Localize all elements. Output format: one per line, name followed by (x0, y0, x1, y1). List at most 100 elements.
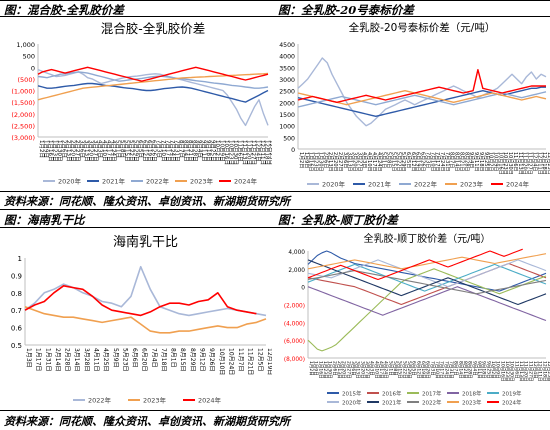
chart-whole-minus-str20: 全乳胶-20号泰标价差（元/吨） 4500 4000 3500 3000 2500 2000… (279, 21, 550, 189)
legend-label: 2023年 (460, 180, 484, 189)
x-tick-label: 6月12日 (415, 361, 421, 379)
x-tick-label: 1月2日 (308, 361, 314, 376)
y-tick-label: 0.5 (11, 342, 22, 350)
x-tick-label: 9月4日 (468, 152, 474, 168)
x-tick-label: 4月3日 (361, 152, 367, 168)
x-tick-label: 1月9日 (313, 361, 319, 376)
x-tick-label: 3月13日 (355, 361, 361, 379)
x-tick-label: 7月17日 (164, 140, 171, 162)
x-tick-label: 4月17日 (378, 361, 384, 379)
legend-item: 2024年 (491, 180, 530, 189)
y-tick-label: 2500 (279, 89, 295, 96)
x-tick-label: 5月9日 (112, 348, 119, 368)
series-line-2023年 (297, 90, 547, 106)
x-tick-label: 2月27日 (74, 140, 81, 162)
x-tick-label: 10月2日 (488, 152, 494, 172)
x-tick-label: 12月25日 (546, 152, 550, 175)
x-tick-label: 2月6日 (322, 152, 328, 168)
legend-label: 2023年 (143, 396, 167, 405)
x-tick-label: 7月18日 (160, 348, 167, 371)
x-tick-label: 6月20日 (141, 348, 148, 371)
x-tick-label: 6月19日 (146, 140, 153, 162)
x-tick-label: 5月29日 (406, 361, 412, 379)
x-tick-label: 1月9日 (303, 152, 309, 168)
legend-item: 2024年 (219, 177, 258, 186)
x-tick-label: 10月16日 (499, 361, 505, 381)
x-tick-label: 5月29日 (133, 140, 140, 162)
x-tick-label: 11月27日 (250, 140, 257, 165)
x-tick-label: 6月12日 (142, 140, 149, 162)
x-tick-label: 10月10日 (218, 348, 225, 375)
x-tick-label: 11月13日 (518, 361, 524, 381)
x-tick-label: 7月17日 (439, 361, 445, 379)
legend-label: 2024年 (198, 396, 222, 405)
x-tick-label: 11月21日 (247, 348, 254, 375)
y-tick-label: 0 (31, 64, 35, 72)
x-tick-label: 12月4日 (532, 361, 538, 379)
x-tick-label: 6月19日 (415, 152, 421, 172)
x-tick-label: 2月27日 (345, 361, 351, 379)
x-tick-label: 5月29日 (400, 152, 406, 172)
legend-label: 2016年 (382, 390, 402, 398)
x-tick-label: 12月4日 (531, 152, 537, 172)
x-tick-label: 3月20日 (359, 361, 365, 379)
legend-label: 2015年 (342, 390, 362, 398)
y-tick-label: 4500 (279, 42, 295, 49)
x-tick-label: 7月3日 (155, 140, 162, 158)
legend-label: 2022年 (422, 399, 442, 407)
x-tick-label: 4月10日 (366, 152, 372, 172)
legend-item: 2024年 (183, 396, 222, 405)
y-tick-label: 1000 (279, 124, 295, 131)
series-line-2023年 (24, 305, 267, 334)
x-tick-label: 12月11日 (259, 140, 266, 165)
legend-item: 2021年 (87, 177, 126, 186)
x-tick-label: 6月26日 (151, 140, 158, 162)
x-tick-label: 9月11日 (476, 361, 482, 379)
panel-heading-3: 图：海南乳干比 (4, 213, 85, 227)
x-tick-label: 12月5日 (256, 348, 263, 371)
legend-item: 2023年 (447, 399, 482, 407)
legend-item: 2019年 (487, 390, 522, 398)
x-tick-label: 1月17日 (35, 348, 42, 371)
y-tick-label: (1,500) (11, 99, 35, 107)
series-line-2017年 (307, 268, 547, 352)
x-tick-label: 4月10日 (101, 140, 108, 162)
x-tick-label: 9月25日 (483, 152, 489, 172)
x-tick-label: 3月28日 (83, 348, 90, 371)
y-tick-label: 4,000 (288, 250, 305, 256)
x-tick-label: 1月30日 (317, 152, 323, 172)
legend-item: 2024年 (487, 399, 522, 407)
legend-label: 2024年 (506, 180, 530, 189)
x-tick-label: 11月27日 (527, 152, 533, 175)
x-tick-label: 11月7日 (237, 348, 244, 371)
x-tick-label: 5月15日 (124, 140, 131, 162)
legend-label: 2021年 (382, 399, 402, 407)
x-tick-label: 4月17日 (371, 152, 377, 172)
legend-label: 2024年 (234, 177, 258, 186)
x-tick-label: 8月1日 (170, 348, 177, 368)
series-line-2022年 (297, 91, 547, 108)
y-tick-label: (2,000) (11, 111, 35, 119)
x-tick-label: 12月18日 (263, 140, 270, 165)
x-tick-label: 8月15日 (179, 348, 186, 371)
x-tick-label: 11月6日 (236, 140, 243, 162)
legend-label: 2022年 (88, 396, 112, 405)
x-tick-label: 10月30日 (509, 361, 515, 381)
y-tick-label: 0.9 (11, 272, 22, 280)
legend-item: 2020年 (43, 177, 82, 186)
y-tick-label: (3,000) (11, 134, 35, 142)
x-tick-label: 2月20日 (332, 152, 338, 172)
x-tick-label: 10月30日 (507, 152, 513, 175)
x-tick-label: 7月3日 (429, 361, 435, 376)
x-tick-label: 2月6日 (61, 140, 68, 158)
x-tick-label: 7月31日 (444, 152, 450, 172)
legend-label: 2022年 (146, 177, 170, 186)
x-tick-label: 9月25日 (209, 140, 216, 162)
x-tick-label: 4月24日 (110, 140, 117, 162)
x-tick-label: 10月9日 (495, 361, 501, 379)
y-tick-label: 2,000 (288, 268, 305, 274)
x-tick-label: 6月19日 (420, 361, 426, 379)
x-tick-label: 3月14日 (73, 348, 80, 371)
x-tick-label: 7月24日 (169, 140, 176, 162)
